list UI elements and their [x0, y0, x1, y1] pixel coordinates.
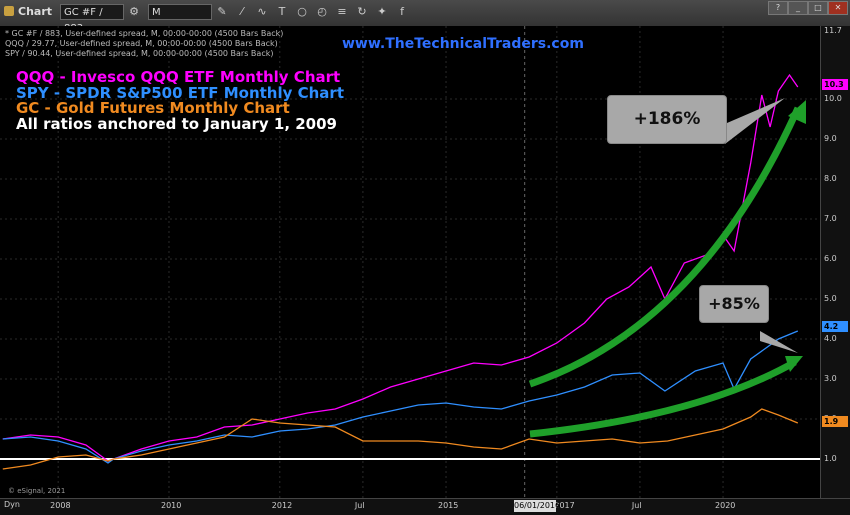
copyright: © eSignal, 2021 — [8, 487, 66, 495]
gear-icon[interactable]: ⚙ — [129, 5, 139, 18]
refresh-icon[interactable]: ↻ — [357, 5, 367, 18]
legend-line-qqq: QQQ / 29.77, User-defined spread, M, 00:… — [5, 39, 278, 48]
maximize-button[interactable]: □ — [808, 1, 828, 15]
curve-tool-icon[interactable]: ∿ — [257, 5, 267, 18]
facebook-icon[interactable]: f — [400, 5, 404, 18]
twitter-icon[interactable]: ✦ — [377, 5, 387, 18]
symbol-input[interactable]: GC #F / 883 — [60, 4, 124, 34]
help-button[interactable]: ? — [768, 1, 788, 15]
clock-icon[interactable]: ◴ — [317, 5, 327, 18]
legend-line-gold: * GC #F / 883, User-defined spread, M, 0… — [5, 29, 284, 38]
callout-qqq-gain: +186% — [607, 95, 727, 144]
trend-arrow-qqq — [528, 106, 802, 388]
last-value-tag-gold: 1.9 — [822, 416, 848, 427]
stats-icon[interactable]: ≡ — [337, 5, 347, 18]
watermark-url: www.TheTechnicalTraders.com — [342, 36, 584, 52]
draw-tool-icon[interactable]: ✎ — [217, 5, 227, 18]
close-button[interactable]: ✕ — [828, 1, 848, 15]
minimize-button[interactable]: _ — [788, 1, 808, 15]
dyn-label[interactable]: Dyn — [4, 500, 20, 509]
chart-label: Chart — [18, 5, 53, 18]
circle-tool-icon[interactable]: ○ — [297, 5, 307, 18]
headline-qqq: QQQ - Invesco QQQ ETF Monthly Chart — [16, 68, 341, 86]
y-tick-label: 5.0 — [824, 294, 837, 303]
last-value-tag-spy: 4.2 — [822, 321, 848, 332]
last-value-tag-qqq: 10.3 — [822, 79, 848, 90]
chart-svg — [0, 26, 820, 498]
interval-select[interactable]: M — [148, 4, 212, 20]
y-tick-label: 11.7 — [824, 26, 842, 35]
x-tick-label: 2017 — [554, 501, 575, 510]
x-tick-label: 2010 — [160, 501, 182, 510]
x-tick-label: 2015 — [438, 501, 459, 510]
x-tick-label: 2020 — [715, 501, 736, 510]
trend-arrowhead-qqq — [788, 100, 806, 124]
y-tick-label: 3.0 — [824, 374, 837, 383]
y-tick-label: 10.0 — [824, 94, 842, 103]
headline-spy: SPY - SPDR S&P500 ETF Monthly Chart — [16, 84, 344, 102]
toolbar: Chart GC #F / 883 ⚙ M ✎ ⁄ ∿ T ○ ◴ ≡ ↻ ✦ … — [0, 0, 850, 34]
headline-gold: GC - Gold Futures Monthly Chart — [16, 99, 290, 117]
series-line-gc — [2, 408, 799, 470]
legend-line-spy: SPY / 90.44, User-defined spread, M, 00:… — [5, 49, 274, 58]
callout-pointer-qqq — [720, 98, 785, 144]
y-tick-label: 9.0 — [824, 134, 837, 143]
series-line-qqq — [2, 73, 799, 462]
callout-pointer-spy — [760, 331, 798, 353]
y-tick-label: 1.0 — [824, 454, 837, 463]
crosshair-date: 06/01/2016 — [514, 500, 561, 512]
time-axis[interactable] — [0, 498, 850, 515]
trend-arrowhead-spy — [785, 356, 803, 372]
series-line-spy — [2, 330, 799, 464]
line-tool-icon[interactable]: ⁄ — [241, 5, 243, 18]
callout-spy-gain: +85% — [699, 285, 769, 323]
esignal-logo-icon — [4, 6, 14, 16]
y-tick-label: 7.0 — [824, 214, 837, 223]
trend-arrow-spy — [529, 358, 797, 438]
y-tick-label: 8.0 — [824, 174, 837, 183]
x-tick-label: 2008 — [50, 501, 71, 510]
y-tick-label: 6.0 — [824, 254, 837, 263]
x-tick-label: Jul — [631, 501, 642, 510]
y-tick-label: 4.0 — [824, 334, 837, 343]
text-tool-icon[interactable]: T — [278, 5, 286, 18]
x-tick-label: 2012 — [271, 501, 293, 510]
headline-anchor-note: All ratios anchored to January 1, 2009 — [16, 115, 337, 133]
x-tick-label: Jul — [354, 501, 365, 510]
